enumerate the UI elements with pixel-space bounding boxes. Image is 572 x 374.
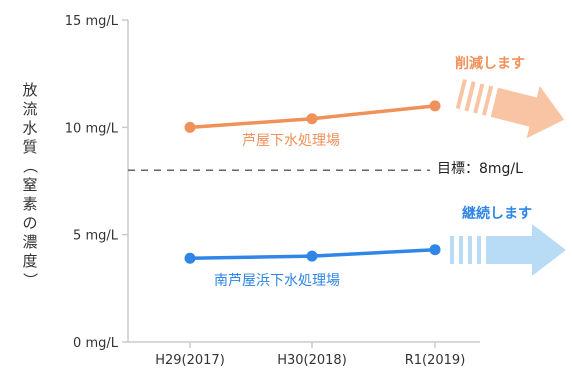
y-axis-label-char: 濃 xyxy=(22,233,37,251)
arrow-reduce-group xyxy=(455,79,565,139)
arrow-body xyxy=(490,85,565,139)
data-point xyxy=(429,244,441,256)
arrow-stripe xyxy=(481,85,494,116)
series-minami-ashiya-hama xyxy=(184,244,441,264)
arrow-stripe xyxy=(459,236,463,264)
data-point xyxy=(306,250,318,262)
y-axis-label-char: 水 xyxy=(22,119,37,137)
arrow-body xyxy=(486,224,566,276)
data-point xyxy=(429,100,441,112)
annotation-reduce: 削減します xyxy=(455,55,525,72)
arrow-stripe xyxy=(464,81,476,112)
arrow-stripe xyxy=(468,236,472,264)
target-label: 目標：8mg/L xyxy=(437,161,523,177)
x-tick-label: H29(2017) xyxy=(155,353,225,368)
data-point xyxy=(184,121,196,133)
y-axis-label-char: 流 xyxy=(22,100,37,118)
series-ashiya xyxy=(184,100,441,133)
trend-arrow-continue xyxy=(450,224,566,276)
x-axis-ticks: H29(2017) H30(2018) R1(2019) xyxy=(155,342,465,368)
x-tick-label: H30(2018) xyxy=(277,353,347,368)
trend-arrow-reduce xyxy=(455,79,565,139)
arrow-stripe xyxy=(455,79,467,110)
y-axis-label-char: の xyxy=(22,214,37,232)
y-axis-label-char: 質 xyxy=(22,138,37,156)
y-tick-label: 15 mg/L xyxy=(65,14,119,29)
arrow-stripe xyxy=(473,83,485,114)
arrow-stripe xyxy=(450,236,454,264)
y-axis-label-char: （ xyxy=(21,158,39,173)
y-axis-label-char: 度 xyxy=(22,252,37,270)
annotation-continue: 継続します xyxy=(462,205,532,222)
y-axis-label-char: 窒 xyxy=(22,176,37,194)
y-axis-label-char: 放 xyxy=(22,81,37,99)
y-axis-label-char: 素 xyxy=(22,195,37,213)
arrow-stripe xyxy=(477,236,481,264)
x-tick-label: R1(2019) xyxy=(405,353,466,368)
y-tick-label: 10 mg/L xyxy=(65,121,119,136)
series-label-ashiya: 芦屋下水処理場 xyxy=(242,133,340,149)
data-point xyxy=(306,113,318,125)
data-point xyxy=(184,252,196,264)
series-label-minami-ashiya-hama: 南芦屋浜下水処理場 xyxy=(214,273,340,289)
y-tick-label: 0 mg/L xyxy=(73,336,119,351)
y-tick-label: 5 mg/L xyxy=(73,229,119,244)
y-axis-ticks: 0 mg/L 5 mg/L 10 mg/L 15 mg/L xyxy=(65,14,128,351)
y-axis-label-char: ） xyxy=(21,272,39,287)
